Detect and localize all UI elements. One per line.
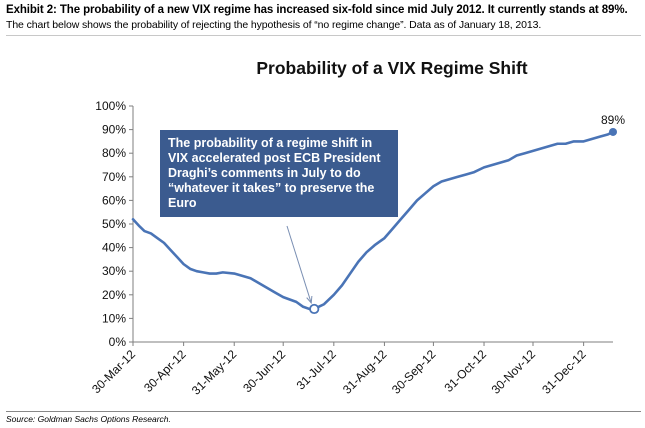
y-tick-label: 60% — [102, 193, 126, 207]
top-divider — [6, 35, 641, 36]
y-tick-label: 100% — [95, 99, 126, 113]
chart-title: Probability of a VIX Regime Shift — [256, 58, 527, 78]
x-ticks: 30-Mar-12 30-Apr-12 31-May-12 30-Jun-12 31-J… — [89, 342, 589, 398]
x-tick-label: 30-Nov-12 — [489, 347, 539, 397]
y-tick-label: 80% — [102, 146, 126, 160]
end-point-marker — [609, 127, 617, 136]
series-group: 89% — [131, 113, 625, 315]
annotation-pointer — [286, 225, 313, 305]
x-tick-label: 30-Sep-12 — [389, 347, 439, 397]
x-tick-label: 31-Jul-12 — [294, 347, 340, 393]
pointer-line — [286, 225, 312, 304]
annotation-box: The probability of a regime shift in VIX… — [160, 130, 398, 217]
y-tick-label: 30% — [102, 264, 126, 278]
chart: Probability of a VIX Regime Shift 0% 10% 2… — [89, 58, 625, 398]
x-tick-label: 31-Oct-12 — [441, 347, 489, 395]
y-tick-label: 70% — [102, 170, 126, 184]
source-note: Source: Goldman Sachs Options Research. — [6, 414, 171, 424]
x-tick-label: 31-May-12 — [189, 347, 240, 398]
series-line — [131, 130, 615, 311]
exhibit-title: Exhibit 2: The probability of a new VIX … — [6, 4, 628, 16]
y-ticks: 0% 10% 20% 30% 40% 50% 60% 70% 80% 90% 100% — [95, 99, 133, 349]
y-tick-label: 20% — [102, 288, 126, 302]
pointer-arrowhead — [306, 295, 313, 305]
x-tick-label: 31-Aug-12 — [340, 347, 390, 397]
x-tick-label: 30-Mar-12 — [89, 347, 138, 396]
x-tick-label: 31-Dec-12 — [539, 347, 589, 397]
y-tick-label: 40% — [102, 241, 126, 255]
y-tick-label: 10% — [102, 311, 126, 325]
end-value-label: 89% — [601, 113, 625, 127]
y-tick-label: 0% — [109, 335, 127, 349]
x-tick-label: 30-Apr-12 — [141, 347, 189, 395]
exhibit-subtitle: The chart below shows the probability of… — [6, 19, 542, 31]
y-tick-label: 90% — [102, 123, 126, 137]
y-tick-label: 50% — [102, 217, 126, 231]
x-tick-label: 30-Jun-12 — [240, 347, 288, 395]
bottom-divider — [6, 411, 641, 412]
highlight-point-marker — [309, 303, 320, 315]
